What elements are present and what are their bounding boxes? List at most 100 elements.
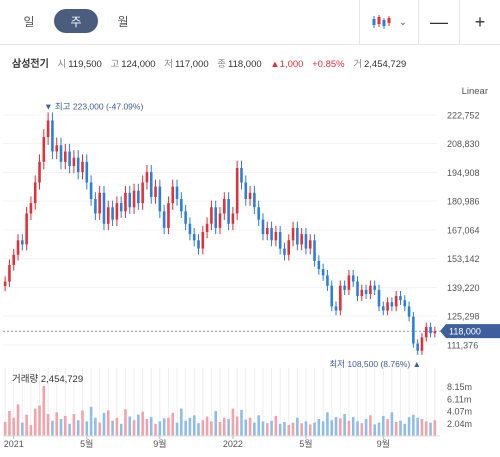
volume-bars xyxy=(3,386,437,436)
low-value: 117,000 xyxy=(174,59,209,70)
candle-body xyxy=(313,240,316,261)
tab-weekly[interactable]: 주 xyxy=(54,9,98,33)
volume-bar xyxy=(356,421,359,436)
candle-body xyxy=(85,161,89,183)
volume-bar xyxy=(360,423,364,436)
volume-bar xyxy=(218,422,222,436)
candle-body xyxy=(132,190,136,208)
volume-bar xyxy=(321,421,325,436)
volume-bar xyxy=(46,414,50,436)
candle-body xyxy=(321,269,325,276)
time-tick-label: 2021 xyxy=(4,439,24,449)
volume-bar xyxy=(124,409,127,436)
volume-bar xyxy=(68,423,71,436)
candle-body xyxy=(420,337,424,351)
candle-body xyxy=(218,213,222,228)
volume-bar xyxy=(94,417,97,436)
candle-body xyxy=(394,296,398,307)
candle-body xyxy=(76,157,80,173)
volume-bar xyxy=(244,419,248,436)
candle-body xyxy=(68,151,71,166)
candle-body xyxy=(197,240,200,249)
candle-body xyxy=(416,343,419,351)
candle-body xyxy=(291,227,295,241)
high-value: 124,000 xyxy=(121,59,156,70)
price-tick-label: 139,220 xyxy=(447,283,480,293)
candles xyxy=(3,112,437,355)
candle-body xyxy=(347,275,351,290)
volume-bar xyxy=(184,420,187,436)
tab-monthly[interactable]: 월 xyxy=(117,14,129,29)
volume-bar xyxy=(145,418,149,436)
volume-bar xyxy=(25,414,28,436)
candle-body xyxy=(8,265,11,282)
candle-body xyxy=(29,203,33,214)
volume-bar xyxy=(278,423,282,436)
time-tick-label: 2022 xyxy=(223,439,243,449)
volume-bar xyxy=(149,417,153,436)
stock-name: 삼성전기 xyxy=(12,59,49,70)
candle-body xyxy=(240,168,243,183)
volume-bar xyxy=(175,422,179,436)
scale-toggle[interactable]: Linear xyxy=(461,86,488,97)
zoom-in-button[interactable]: + xyxy=(459,0,500,44)
current-price-tag xyxy=(440,324,500,339)
candle-body xyxy=(162,211,166,228)
candle-body xyxy=(106,207,110,224)
volume-bar xyxy=(59,418,63,436)
volume-bar xyxy=(339,418,342,436)
volume-bar xyxy=(12,417,16,436)
volume-bar xyxy=(55,412,59,436)
volume-bar xyxy=(330,420,334,436)
candle-body xyxy=(377,289,381,307)
candle-body xyxy=(137,190,140,204)
candle-body xyxy=(16,240,20,255)
high-label: 고 xyxy=(110,59,120,70)
candle-body xyxy=(59,145,63,162)
volume-bar xyxy=(205,416,209,436)
candle-body xyxy=(390,302,394,307)
candle-body xyxy=(235,168,239,214)
volume-bar xyxy=(102,412,106,436)
high-marker-label: ▼ 최고 223,000 (-47.09%) xyxy=(44,101,143,111)
candle-body xyxy=(89,182,93,199)
candle-body xyxy=(21,240,24,245)
volume-panel-label: 거래량 2,454,729 xyxy=(12,374,84,385)
price-tick-label: 194,908 xyxy=(447,168,480,178)
volume-bar xyxy=(188,417,192,436)
zoom-out-button[interactable]: — xyxy=(418,0,459,44)
candle-body xyxy=(373,285,376,290)
low-marker-label: 최저 108,500 (8.76%) ▲ xyxy=(329,359,421,369)
time-axis: 2021 5월 9월 2022 5월 9월 xyxy=(3,435,440,449)
candle-body xyxy=(149,172,153,197)
volume-bar xyxy=(347,420,351,436)
time-tick-label: 9월 xyxy=(377,438,390,449)
volume-bar xyxy=(197,423,200,436)
candle-body xyxy=(304,234,308,249)
candle-body xyxy=(223,198,226,214)
candle-body xyxy=(119,203,123,212)
candle-body xyxy=(270,227,273,241)
candle-body xyxy=(98,192,101,214)
price-tick-label: 153,142 xyxy=(447,254,480,264)
candle-body xyxy=(175,186,179,199)
candle-body xyxy=(330,285,334,307)
candle-body xyxy=(244,182,248,199)
time-tick-label: 5월 xyxy=(80,438,93,449)
time-tick-label: 5월 xyxy=(299,438,312,449)
candle-body xyxy=(171,186,175,204)
candle-body xyxy=(102,192,106,224)
volume-bar xyxy=(8,411,11,436)
close-value: 118,000 xyxy=(228,59,262,70)
volume-bar xyxy=(304,421,308,436)
volume-bar xyxy=(38,405,41,436)
chart-type-button[interactable]: ⌄ xyxy=(359,0,418,44)
time-tick-label: 9월 xyxy=(153,438,166,449)
candle-body xyxy=(278,232,282,249)
volume-bar xyxy=(253,422,256,436)
tab-daily[interactable]: 일 xyxy=(23,14,35,29)
price-tick-label: 167,064 xyxy=(447,225,480,235)
volume-bar xyxy=(407,417,411,436)
candle-body xyxy=(33,182,37,204)
